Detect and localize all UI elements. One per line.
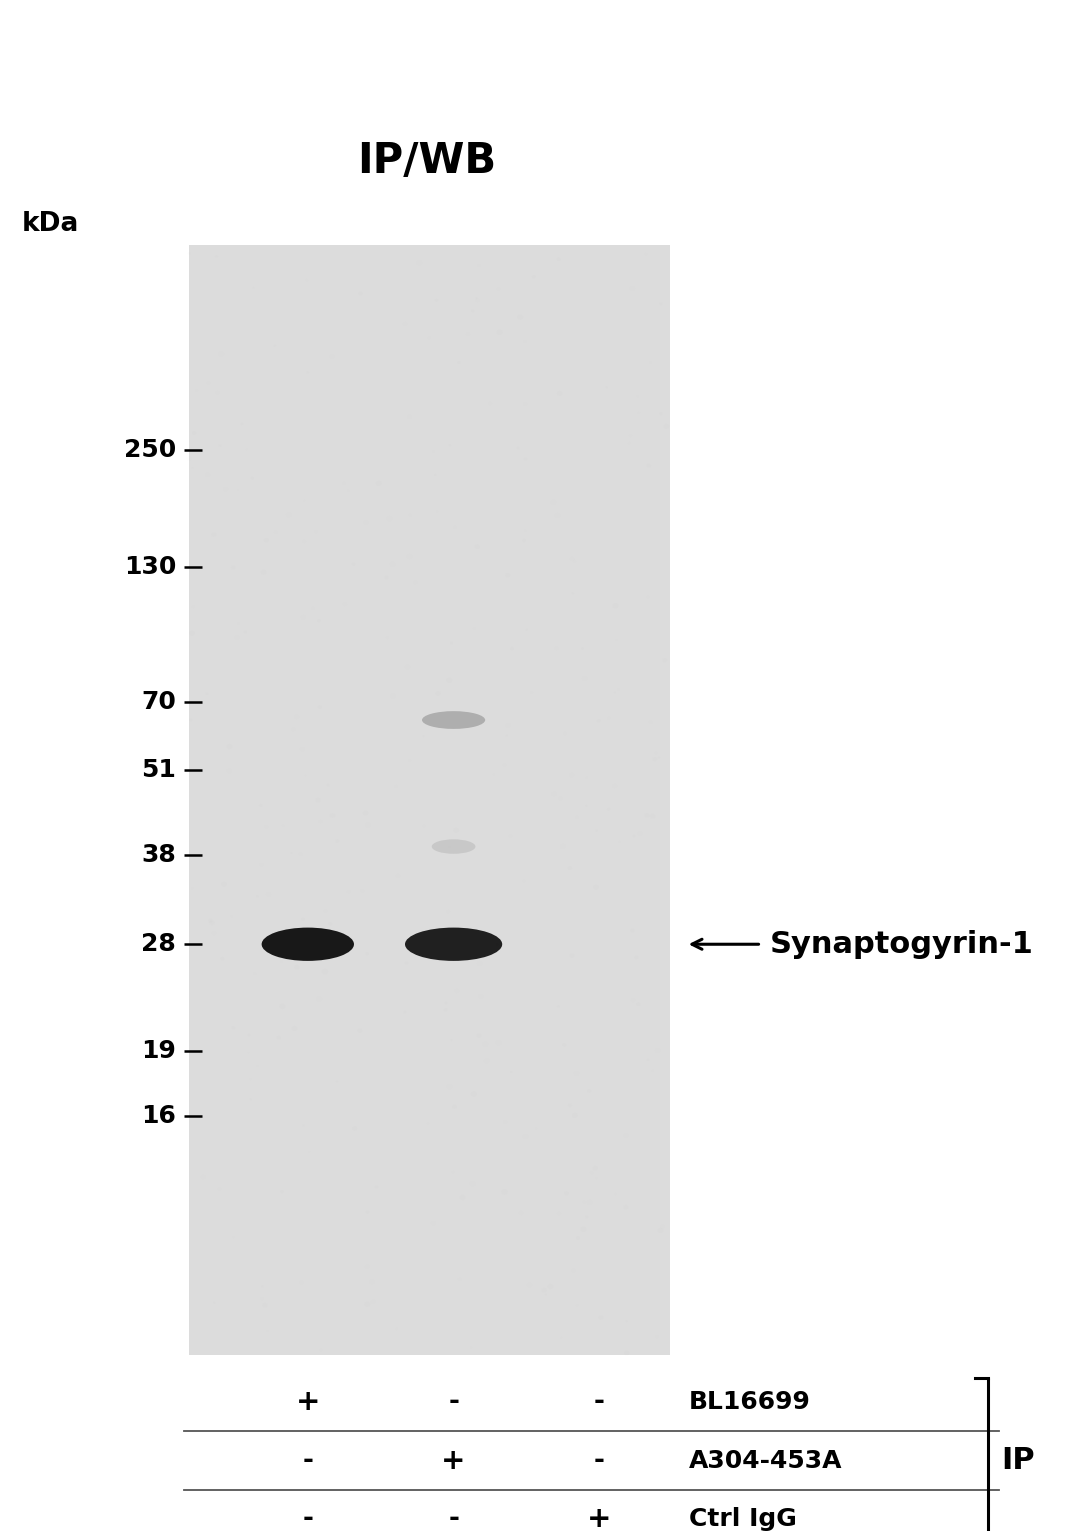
Text: 28: 28 [141, 932, 176, 957]
Text: -: - [302, 1448, 313, 1473]
Text: 19: 19 [141, 1040, 176, 1063]
Text: -: - [448, 1390, 459, 1415]
Text: -: - [594, 1448, 605, 1473]
Text: +: + [588, 1505, 611, 1531]
Text: BL16699: BL16699 [689, 1390, 811, 1415]
Text: A304-453A: A304-453A [689, 1448, 842, 1473]
Text: Synaptogyrin-1: Synaptogyrin-1 [770, 929, 1034, 958]
Text: -: - [448, 1507, 459, 1531]
Bar [189, 245, 670, 1355]
Ellipse shape [405, 928, 502, 961]
Text: -: - [594, 1390, 605, 1415]
Text: 16: 16 [141, 1104, 176, 1128]
Text: 70: 70 [141, 690, 176, 715]
Ellipse shape [432, 839, 475, 854]
Text: 51: 51 [141, 758, 176, 782]
Text: +: + [296, 1389, 320, 1416]
Ellipse shape [261, 928, 354, 961]
Text: kDa: kDa [22, 211, 79, 237]
Text: 130: 130 [124, 554, 176, 579]
Text: +: + [442, 1447, 465, 1474]
Text: 38: 38 [141, 844, 176, 868]
Text: 250: 250 [124, 438, 176, 462]
Text: Ctrl IgG: Ctrl IgG [689, 1507, 797, 1531]
Text: IP/WB: IP/WB [357, 139, 496, 182]
Text: -: - [302, 1507, 313, 1531]
Ellipse shape [422, 710, 485, 729]
Text: IP: IP [1001, 1447, 1035, 1474]
